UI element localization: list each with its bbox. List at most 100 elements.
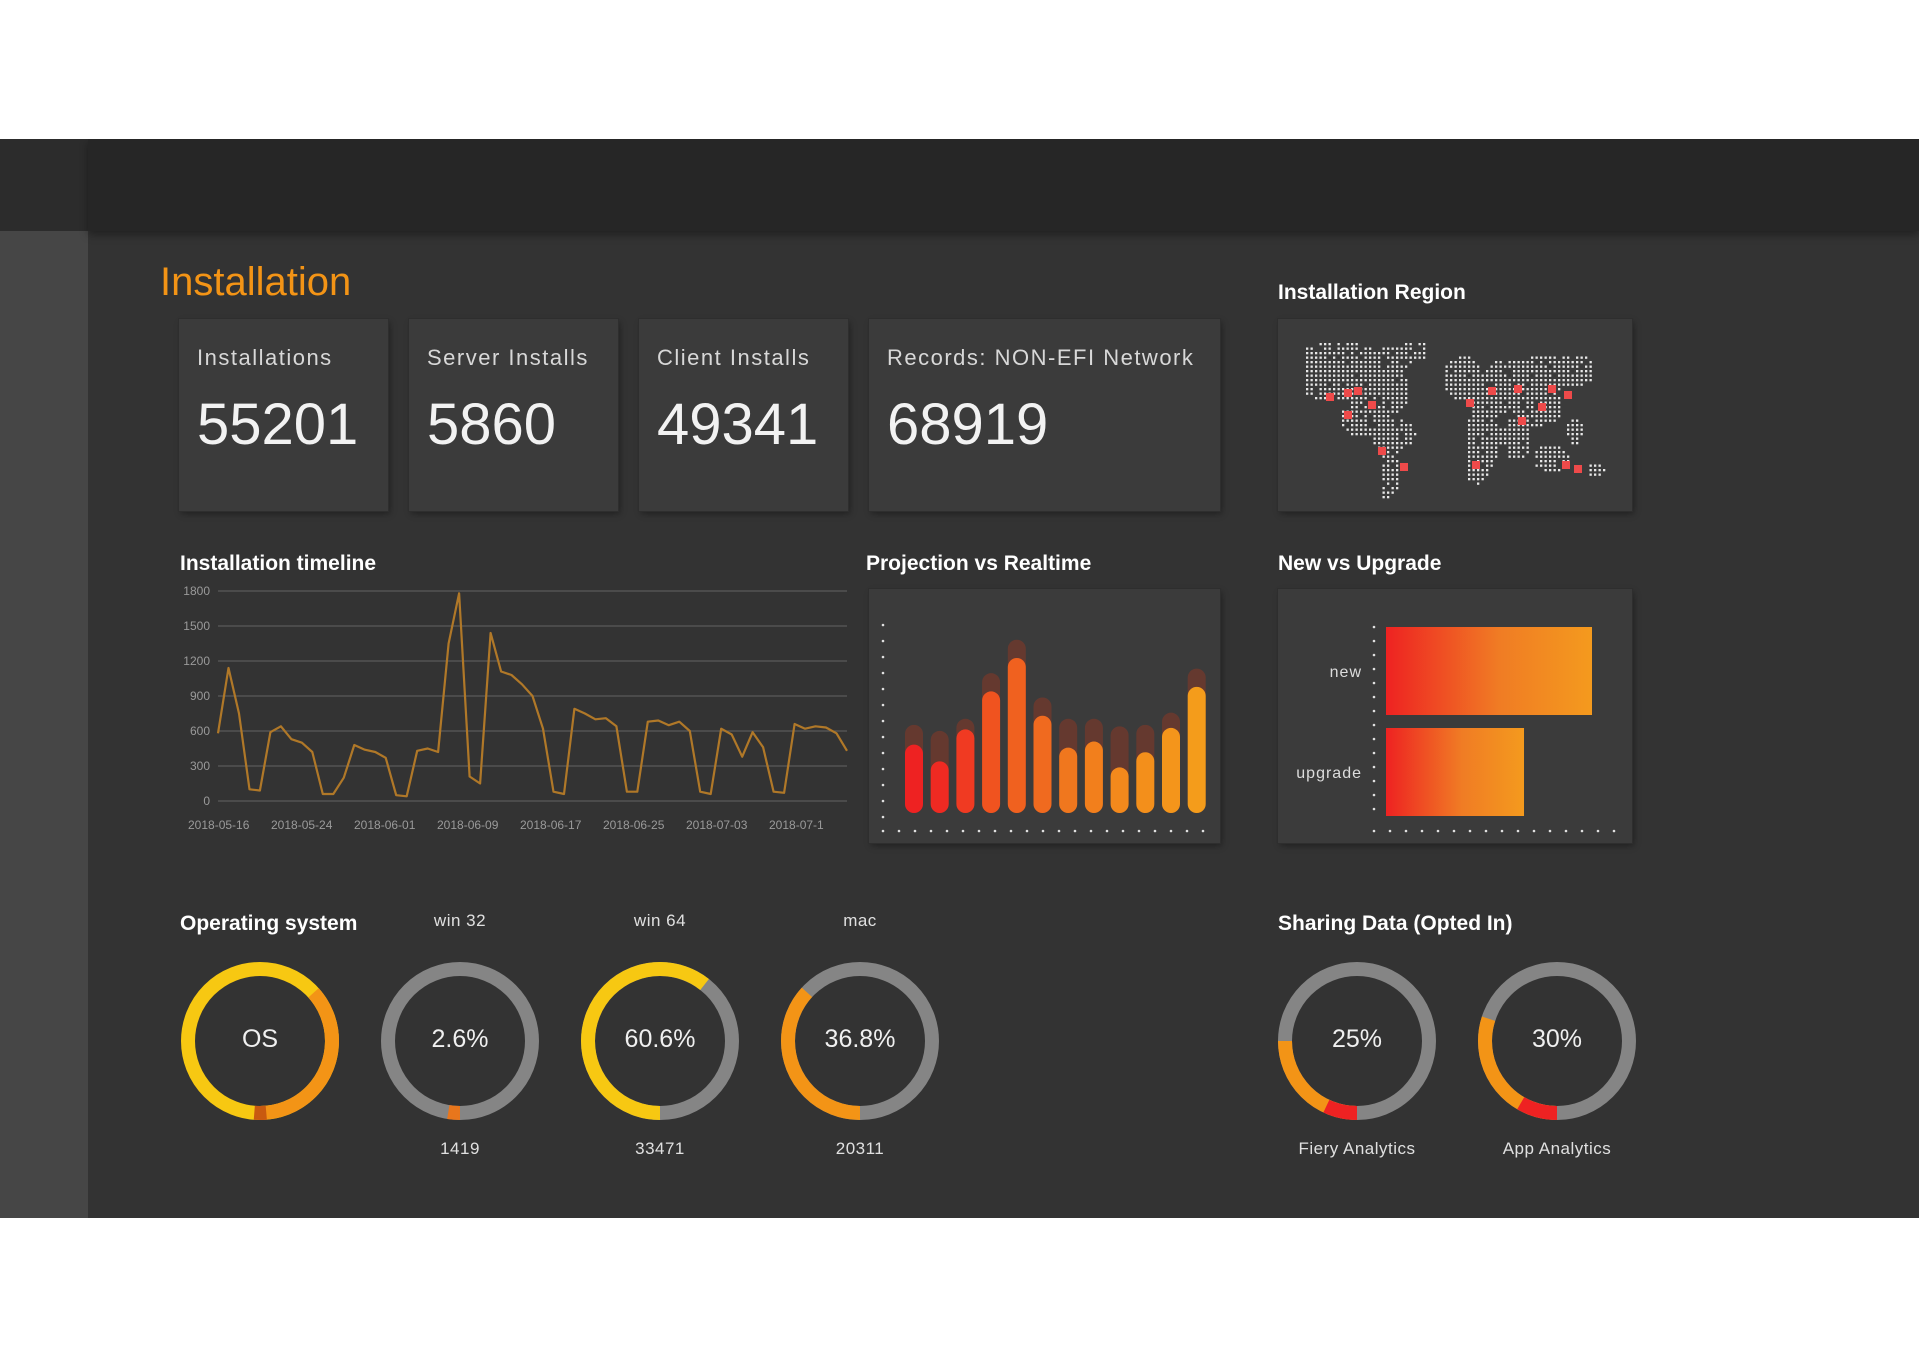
kpi-card-non-efi-records[interactable]: Records: NON-EFI Network 68919 — [869, 319, 1220, 511]
projection-card[interactable] — [869, 589, 1220, 843]
map-dot — [1382, 424, 1385, 427]
kpi-card-client-installs[interactable]: Client Installs 49341 — [639, 319, 848, 511]
sharing-ring-0[interactable] — [1267, 951, 1447, 1131]
realtime-bar[interactable] — [956, 729, 975, 813]
realtime-bar[interactable] — [1033, 715, 1052, 813]
os-ring-1[interactable] — [370, 951, 550, 1131]
map-dot — [1490, 424, 1493, 427]
map-dot — [1526, 361, 1529, 364]
region-map-card[interactable] — [1278, 319, 1632, 511]
map-dot — [1558, 383, 1561, 386]
map-dot — [1531, 401, 1534, 404]
region-marker[interactable] — [1400, 463, 1408, 471]
region-marker[interactable] — [1344, 389, 1352, 397]
bar-upgrade[interactable] — [1386, 728, 1525, 816]
map-dot — [1558, 401, 1561, 404]
world-map[interactable] — [1278, 319, 1632, 511]
map-dot — [1589, 469, 1592, 472]
realtime-bar[interactable] — [1084, 741, 1103, 813]
timeline-chart[interactable]: 0 300 600 900 1200 1500 1800 2018-05-16 2018-05-… — [172, 579, 852, 849]
realtime-bar[interactable] — [1187, 686, 1206, 813]
realtime-bar[interactable] — [930, 761, 949, 813]
map-dot — [1580, 379, 1583, 382]
map-dot — [1324, 365, 1327, 368]
region-marker[interactable] — [1466, 399, 1474, 407]
axis-dot — [993, 829, 997, 833]
map-dot — [1324, 383, 1327, 386]
map-dot — [1378, 374, 1381, 377]
projection-chart[interactable] — [869, 589, 1220, 843]
map-dot — [1355, 401, 1358, 404]
map-dot — [1391, 347, 1394, 350]
sidebar — [0, 139, 88, 1218]
map-dot — [1544, 397, 1547, 400]
map-dot — [1459, 383, 1462, 386]
map-dot — [1369, 388, 1372, 391]
region-marker[interactable] — [1354, 387, 1362, 395]
map-dot — [1472, 370, 1475, 373]
map-dot — [1585, 370, 1588, 373]
region-marker[interactable] — [1564, 391, 1572, 399]
map-dot — [1396, 410, 1399, 413]
region-marker[interactable] — [1488, 387, 1496, 395]
map-dot — [1351, 356, 1354, 359]
realtime-bar[interactable] — [1007, 657, 1026, 813]
map-dot — [1391, 460, 1394, 463]
realtime-bar[interactable] — [905, 744, 923, 813]
map-dot — [1576, 361, 1579, 364]
region-marker[interactable] — [1368, 401, 1376, 409]
realtime-bar[interactable] — [1162, 727, 1180, 813]
realtime-bar[interactable] — [982, 691, 1001, 813]
region-marker[interactable] — [1472, 461, 1480, 469]
map-dot — [1405, 388, 1408, 391]
map-dot — [1522, 437, 1525, 440]
map-dot — [1513, 428, 1516, 431]
region-marker[interactable] — [1562, 461, 1570, 469]
map-dot — [1355, 361, 1358, 364]
axis-dot — [881, 639, 885, 643]
map-dot — [1319, 370, 1322, 373]
map-dot — [1513, 361, 1516, 364]
map-dot — [1481, 455, 1484, 458]
os-total-ring[interactable] — [170, 951, 350, 1131]
map-dot — [1540, 388, 1543, 391]
region-marker[interactable] — [1574, 465, 1582, 473]
sharing-ring-1[interactable] — [1467, 951, 1647, 1131]
new-upgrade-card[interactable]: new upgrade — [1278, 589, 1632, 843]
map-dot — [1333, 361, 1336, 364]
map-dot — [1387, 433, 1390, 436]
new-upgrade-chart[interactable]: new upgrade — [1278, 589, 1632, 843]
map-dot — [1450, 388, 1453, 391]
bar-new[interactable] — [1386, 627, 1592, 715]
map-dot — [1549, 356, 1552, 359]
region-marker[interactable] — [1538, 403, 1546, 411]
os-ring-3[interactable] — [770, 951, 950, 1131]
kpi-card-server-installs[interactable]: Server Installs 5860 — [409, 319, 618, 511]
axis-dot — [881, 719, 885, 723]
ring-segment — [181, 962, 339, 1120]
ring-center-label: 36.8% — [824, 1025, 896, 1053]
map-dot — [1333, 370, 1336, 373]
map-dot — [1517, 410, 1520, 413]
region-marker[interactable] — [1326, 393, 1334, 401]
map-dot — [1463, 374, 1466, 377]
realtime-bar[interactable] — [1136, 752, 1155, 813]
region-marker[interactable] — [1518, 417, 1526, 425]
kpi-card-installations[interactable]: Installations 55201 — [179, 319, 388, 511]
map-dot — [1499, 388, 1502, 391]
region-marker[interactable] — [1514, 385, 1522, 393]
map-dot — [1522, 374, 1525, 377]
axis-dot — [1372, 681, 1376, 685]
os-ring-2[interactable] — [570, 951, 750, 1131]
map-dot — [1598, 469, 1601, 472]
region-marker[interactable] — [1344, 411, 1352, 419]
map-dot — [1387, 419, 1390, 422]
region-marker[interactable] — [1548, 385, 1556, 393]
map-dot — [1405, 379, 1408, 382]
map-dot — [1576, 379, 1579, 382]
map-dot — [1468, 365, 1471, 368]
realtime-bar[interactable] — [1110, 767, 1129, 813]
realtime-bar[interactable] — [1059, 747, 1078, 813]
map-dot — [1562, 455, 1565, 458]
region-marker[interactable] — [1378, 447, 1386, 455]
